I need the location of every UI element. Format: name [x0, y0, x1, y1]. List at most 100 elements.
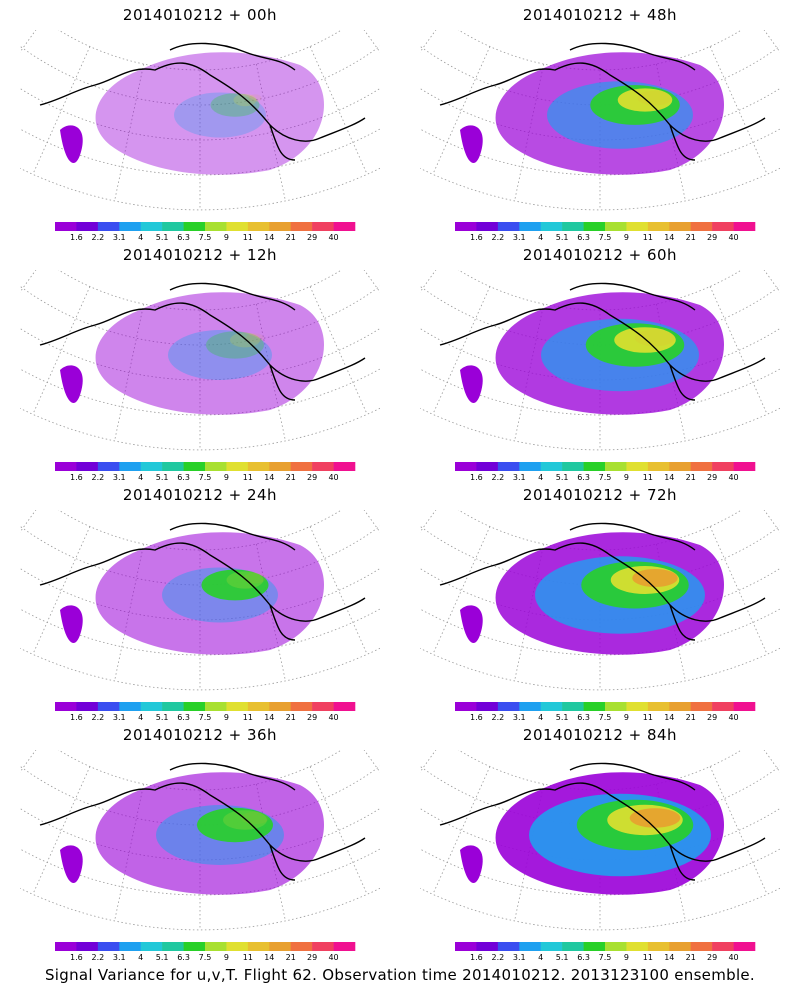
colorbar-swatch — [497, 942, 520, 951]
colorbar-swatch — [119, 942, 142, 951]
colorbar-swatch — [290, 702, 313, 711]
colorbar-tick-label: 2.2 — [91, 473, 104, 482]
colorbar-tick-label: 21 — [286, 713, 296, 722]
map-panel: 2014010212 + 36h 1.6 2.2 3.1 4 5.1 6.3 7.5 9 11 14… — [0, 720, 400, 962]
colorbar-tick-label: 14 — [264, 713, 274, 722]
coastlines — [439, 522, 766, 641]
panel-title: 2014010212 + 48h — [522, 6, 678, 24]
colorbar-tick-label: 5.1 — [556, 953, 569, 962]
colorbar-tick-label: 1.6 — [70, 713, 83, 722]
colorbar-tick-label: 7.5 — [599, 233, 612, 242]
colorbar-swatch — [269, 222, 292, 231]
colorbar-swatch — [55, 942, 77, 951]
colorbar-tick-label: 7.5 — [199, 233, 212, 242]
colorbar-tick-label: 11 — [243, 473, 253, 482]
colorbar-tick-label: 1.6 — [470, 953, 483, 962]
map-panel: 2014010212 + 00h 1.6 2.2 3.1 4 5.1 6.3 7.5 9 11 14… — [0, 0, 400, 242]
colorbar-swatch — [226, 702, 249, 711]
colorbar-tick-label: 40 — [728, 473, 738, 482]
polar-stereographic-map — [20, 510, 380, 691]
colorbar-tick-label: 9 — [224, 713, 229, 722]
colorbar-swatch — [333, 702, 356, 711]
colorbar-swatch — [669, 702, 692, 711]
colorbar-tick-label: 6.3 — [577, 713, 590, 722]
colorbar: 1.6 2.2 3.1 4 5.1 6.3 7.5 9 11 14 21 29 40 — [55, 222, 356, 242]
map-panel: 2014010212 + 60h 1.6 2.2 3.1 4 5.1 6.3 7.5 9 11 14… — [400, 240, 800, 482]
colorbar-tick-label: 9 — [624, 473, 629, 482]
colorbar-swatch — [76, 702, 99, 711]
colorbar: 1.6 2.2 3.1 4 5.1 6.3 7.5 9 11 14 21 29 40 — [455, 942, 756, 962]
colorbar-tick-label: 40 — [328, 473, 338, 482]
colorbar-tick-label: 40 — [728, 953, 738, 962]
colorbar-swatch — [119, 222, 142, 231]
colorbar-swatch — [290, 222, 313, 231]
colorbar-tick-label: 7.5 — [199, 473, 212, 482]
panel-title: 2014010212 + 72h — [522, 486, 678, 504]
colorbar-swatch — [333, 942, 356, 951]
graticule — [20, 270, 380, 451]
colorbar-swatch — [97, 942, 120, 951]
map-panel: 2014010212 + 24h 1.6 2.2 3.1 4 5.1 6.3 7.5 9 11 14… — [0, 480, 400, 722]
colorbar-tick-label: 3.1 — [513, 953, 526, 962]
colorbar-swatch — [247, 462, 270, 471]
colorbar-swatch — [562, 942, 584, 951]
colorbar-tick-label: 4 — [538, 233, 543, 242]
colorbar-tick-label: 7.5 — [599, 473, 612, 482]
colorbar-swatch — [733, 942, 756, 951]
colorbar-swatch — [55, 702, 77, 711]
graticule — [20, 30, 380, 211]
colorbar-swatch — [183, 702, 206, 711]
colorbar-swatch — [562, 702, 584, 711]
colorbar-swatch — [605, 702, 627, 711]
colorbar-swatch — [55, 462, 77, 471]
colorbar-tick-label: 5.1 — [156, 953, 169, 962]
colorbar-swatch — [226, 942, 249, 951]
colorbar-tick-label: 6.3 — [177, 953, 190, 962]
colorbar-tick-label: 7.5 — [199, 953, 212, 962]
colorbar-swatch — [119, 462, 142, 471]
colorbar-tick-label: 9 — [224, 953, 229, 962]
colorbar-tick-label: 4 — [538, 953, 543, 962]
colorbar-swatch — [690, 942, 713, 951]
colorbar-swatch — [455, 462, 477, 471]
variance-field — [60, 52, 324, 175]
colorbar-swatch — [119, 702, 142, 711]
colorbar-swatch — [733, 702, 756, 711]
coastlines — [439, 282, 766, 401]
colorbar-tick-label: 29 — [307, 713, 317, 722]
colorbar-swatch — [626, 702, 649, 711]
colorbar-swatch — [562, 462, 584, 471]
colorbar-tick-label: 6.3 — [177, 233, 190, 242]
map-panel: 2014010212 + 72h 1.6 2.2 3.1 4 5.1 6.3 7.5 9 11 14… — [400, 480, 800, 722]
panel-title: 2014010212 + 00h — [122, 6, 278, 24]
colorbar-swatch — [455, 222, 477, 231]
colorbar-swatch — [269, 462, 292, 471]
colorbar-tick-label: 1.6 — [70, 233, 83, 242]
colorbar-tick-label: 21 — [286, 473, 296, 482]
colorbar-swatch — [690, 222, 713, 231]
map-panel: 2014010212 + 84h 1.6 2.2 3.1 4 5.1 6.3 7.5 9 11 14… — [400, 720, 800, 962]
colorbar-tick-label: 40 — [728, 233, 738, 242]
colorbar-swatch — [162, 462, 184, 471]
colorbar-tick-label: 21 — [686, 713, 696, 722]
colorbar-tick-label: 2.2 — [491, 473, 504, 482]
colorbar: 1.6 2.2 3.1 4 5.1 6.3 7.5 9 11 14 21 29 40 — [55, 702, 356, 722]
colorbar-swatch — [97, 462, 120, 471]
colorbar-tick-label: 14 — [664, 713, 674, 722]
coastlines — [39, 762, 366, 881]
colorbar-swatch — [183, 222, 206, 231]
colorbar-tick-label: 14 — [664, 953, 674, 962]
variance-field — [460, 772, 724, 895]
colorbar-tick-label: 1.6 — [470, 713, 483, 722]
colorbar-swatch — [247, 942, 270, 951]
colorbar-swatch — [140, 462, 163, 471]
colorbar: 1.6 2.2 3.1 4 5.1 6.3 7.5 9 11 14 21 29 40 — [55, 942, 356, 962]
colorbar-swatch — [247, 702, 270, 711]
variance-field — [460, 532, 724, 655]
colorbar: 1.6 2.2 3.1 4 5.1 6.3 7.5 9 11 14 21 29 40 — [55, 462, 356, 482]
colorbar-swatch — [140, 222, 163, 231]
colorbar-swatch — [269, 702, 292, 711]
colorbar-swatch — [205, 462, 227, 471]
colorbar-swatch — [140, 942, 163, 951]
colorbar-tick-label: 9 — [624, 233, 629, 242]
